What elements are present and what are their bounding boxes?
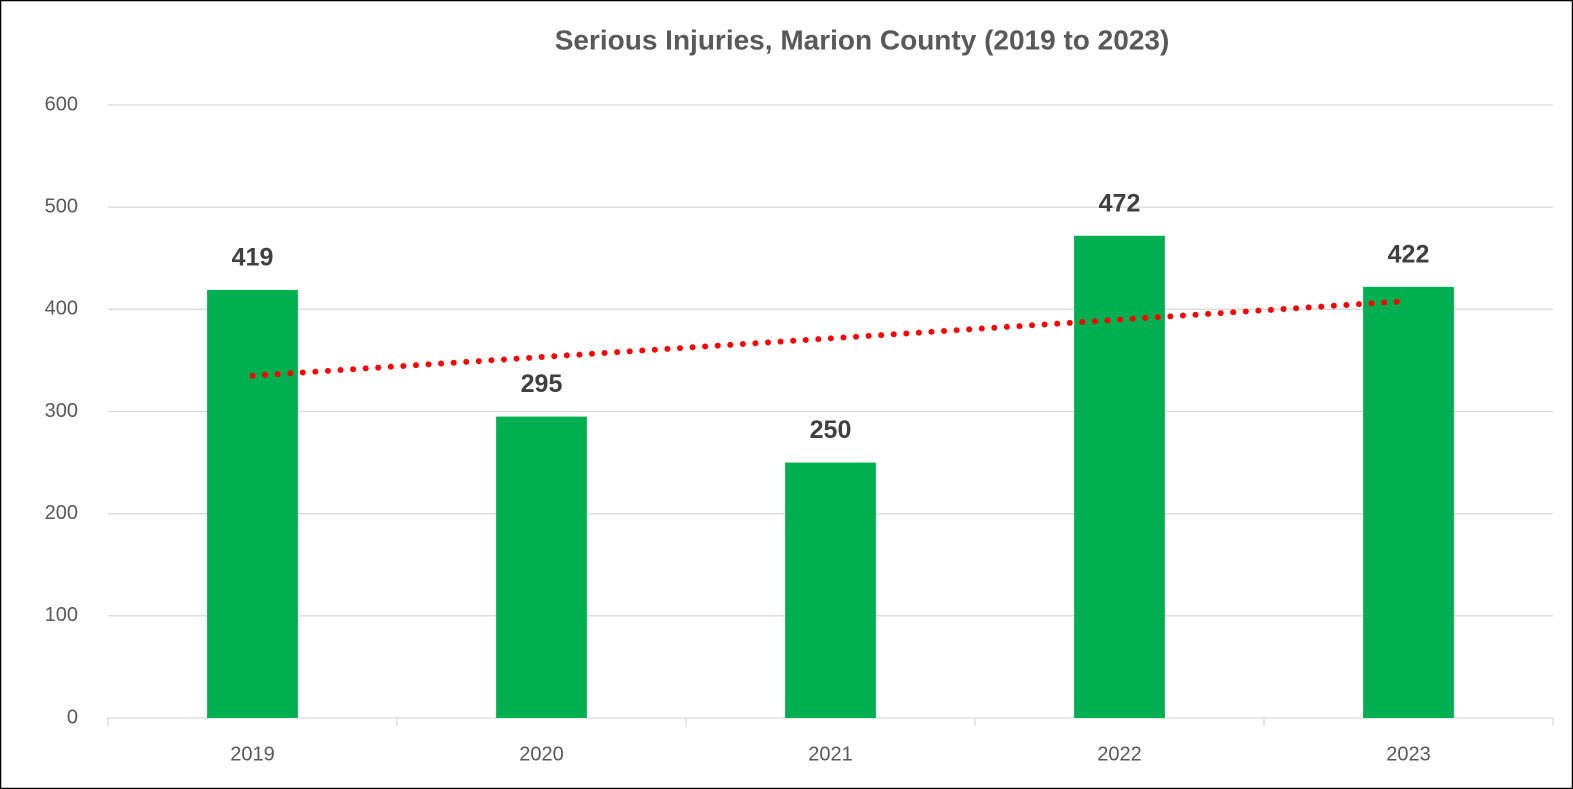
x-tick-label: 2022 [1097,743,1142,765]
x-tick-label: 2019 [230,743,275,765]
trendline [249,297,1412,379]
bar [1074,235,1165,719]
y-tick-label: 600 [45,93,78,115]
y-tick-label: 100 [45,604,78,626]
y-tick-label: 300 [45,400,78,422]
value-label: 472 [1099,189,1141,217]
y-tick-label: 500 [45,195,78,217]
y-tick-label: 0 [67,706,78,728]
x-tick-label: 2023 [1386,743,1431,765]
chart-title: Serious Injuries, Marion County (2019 to… [555,24,1170,55]
y-tick-label: 200 [45,502,78,524]
value-label: 419 [232,244,274,272]
value-label: 295 [521,370,563,398]
bar [496,416,587,718]
bar [207,289,298,718]
value-label: 422 [1388,240,1430,268]
value-label: 250 [810,416,852,444]
bar [785,462,876,718]
bar [1363,286,1454,718]
y-tick-label: 400 [45,298,78,320]
x-tick-label: 2020 [519,743,564,765]
x-tick-label: 2021 [808,743,853,765]
